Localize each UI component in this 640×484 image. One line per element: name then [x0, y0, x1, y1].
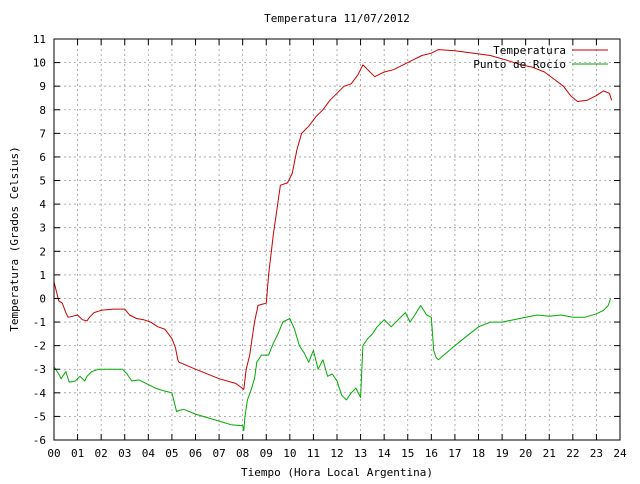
x-tick-label: 00 [47, 447, 60, 460]
x-tick-label: 01 [71, 447, 84, 460]
x-tick-label: 04 [142, 447, 156, 460]
y-tick-label: 11 [33, 33, 46, 46]
y-tick-label: 10 [33, 57, 46, 70]
y-tick-label: 3 [39, 222, 46, 235]
x-tick-label: 16 [425, 447, 438, 460]
y-tick-label: 4 [39, 198, 46, 211]
x-tick-label: 20 [519, 447, 532, 460]
y-tick-label: -5 [33, 410, 46, 423]
x-tick-label: 13 [354, 447, 367, 460]
y-tick-label: -4 [33, 387, 47, 400]
y-tick-label: 2 [39, 245, 46, 258]
x-tick-label: 14 [378, 447, 392, 460]
y-tick-label: -1 [33, 316, 46, 329]
x-tick-label: 10 [283, 447, 296, 460]
legend-label: Punto de Rocío [473, 58, 566, 71]
x-tick-label: 21 [543, 447, 556, 460]
y-tick-label: -3 [33, 363, 46, 376]
series-line-punto-de-rocio [53, 298, 612, 432]
x-tick-label: 17 [448, 447, 461, 460]
x-tick-label: 05 [165, 447, 178, 460]
chart-title: Temperatura 11/07/2012 [264, 12, 410, 25]
x-tick-label: 19 [495, 447, 508, 460]
x-tick-label: 09 [260, 447, 273, 460]
x-tick-label: 18 [472, 447, 485, 460]
x-tick-label: 06 [189, 447, 202, 460]
x-tick-label: 12 [330, 447, 343, 460]
y-tick-label: -2 [33, 340, 46, 353]
x-tick-label: 07 [212, 447, 225, 460]
y-tick-label: 9 [39, 80, 46, 93]
x-tick-label: 08 [236, 447, 249, 460]
x-tick-label: 23 [590, 447, 603, 460]
x-tick-label: 24 [613, 447, 627, 460]
y-tick-label: 1 [39, 269, 46, 282]
grid-layer [54, 39, 620, 440]
y-tick-label: 6 [39, 151, 46, 164]
x-tick-label: 11 [307, 447, 320, 460]
y-tick-label: 7 [39, 127, 46, 140]
x-tick-label: 22 [566, 447, 579, 460]
x-tick-label: 15 [401, 447, 414, 460]
legend-label: Temperatura [493, 44, 566, 57]
x-tick-label: 03 [118, 447, 131, 460]
y-tick-label: 8 [39, 104, 46, 117]
y-axis-label: Temperatura (Grados Celsius) [8, 146, 21, 331]
x-tick-label: 02 [95, 447, 108, 460]
x-axis-label: Tiempo (Hora Local Argentina) [241, 466, 433, 479]
y-tick-label: -6 [33, 434, 46, 447]
y-tick-label: 5 [39, 175, 46, 188]
tick-layer: 00 01 02 03 04 05 06 07 08 09 10 11 12 13 14 15 16 17 18 19… [33, 33, 627, 460]
series-layer [53, 49, 613, 432]
y-tick-label: 0 [39, 292, 46, 305]
series-line-temperatura [53, 49, 613, 390]
